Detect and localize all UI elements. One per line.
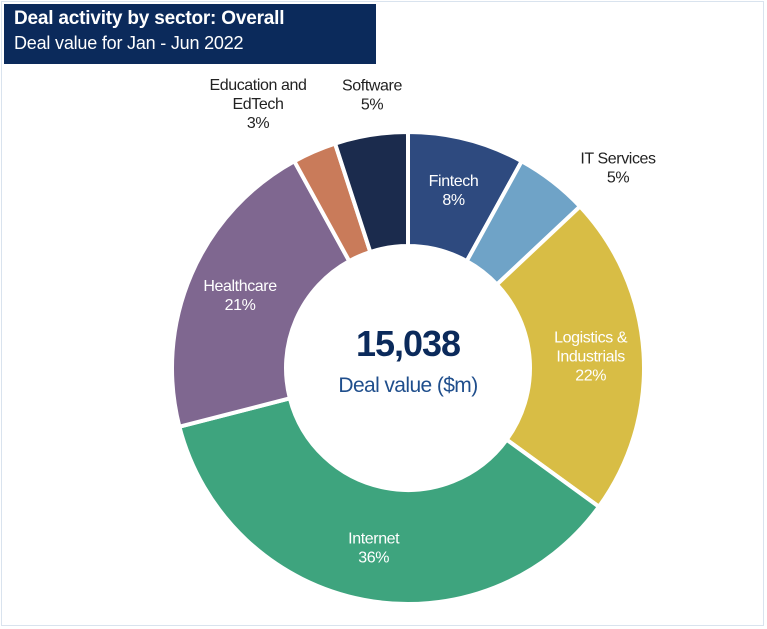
donut-slices xyxy=(170,129,646,606)
center-label: Deal value ($m) xyxy=(338,374,477,397)
slice-percent: 22% xyxy=(575,368,606,385)
slice-logistics-industrials xyxy=(494,203,646,510)
slice-label: Software 5% xyxy=(342,78,402,114)
slice-label: Logistics & Industrials 22% xyxy=(554,330,628,385)
slice-name: Software xyxy=(342,78,402,95)
slice-percent: 8% xyxy=(442,192,464,209)
slice-label: Fintech 8% xyxy=(429,173,479,209)
slice-healthcare xyxy=(170,158,352,430)
slice-percent: 21% xyxy=(225,297,256,314)
slice-percent: 3% xyxy=(247,115,269,132)
slice-software xyxy=(332,129,410,255)
slice-name: Healthcare xyxy=(203,278,277,295)
slice-name: Internet xyxy=(348,530,400,547)
chart-title: Deal activity by sector: Overall xyxy=(14,8,285,29)
slice-labels: Fintech 8% IT Services 5% Logistics & Industr… xyxy=(203,77,656,566)
slice-label: Healthcare 21% xyxy=(203,278,277,314)
slice-name: Fintech xyxy=(429,173,479,190)
slice-name: Education and xyxy=(209,77,306,94)
slice-name: IT Services xyxy=(580,151,656,168)
slice-name: EdTech xyxy=(233,96,284,113)
slice-name: Logistics & xyxy=(554,330,628,347)
slice-name: Industrials xyxy=(556,349,625,366)
slice-label: Internet 36% xyxy=(348,530,400,566)
chart-subtitle: Deal value for Jan - Jun 2022 xyxy=(14,33,244,53)
slice-label: Education and EdTech 3% xyxy=(209,77,306,132)
slice-label: IT Services 5% xyxy=(580,151,656,187)
slice-percent: 5% xyxy=(361,97,383,114)
slice-internet xyxy=(176,395,602,606)
chart-header: Deal activity by sector: Overall Deal va… xyxy=(4,4,376,64)
slice-percent: 5% xyxy=(607,170,629,187)
center-value: 15,038 xyxy=(356,323,460,364)
slice-percent: 36% xyxy=(358,549,389,566)
